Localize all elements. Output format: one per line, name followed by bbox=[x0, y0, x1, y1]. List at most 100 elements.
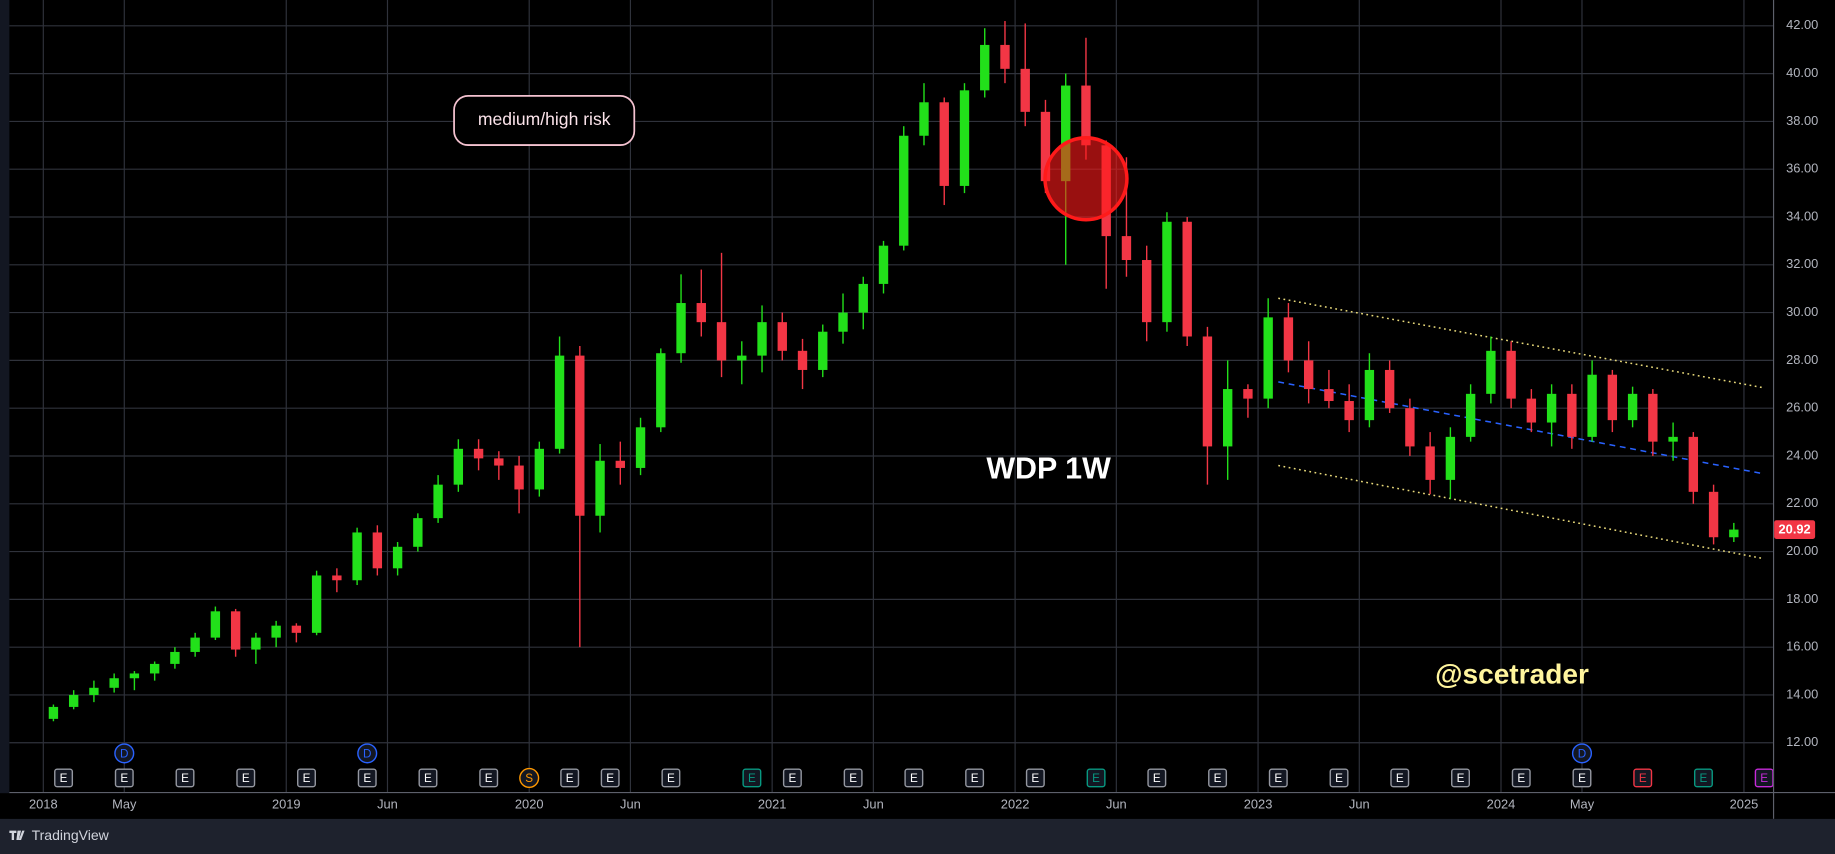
event-marker bbox=[175, 768, 195, 788]
candle-body bbox=[1223, 389, 1233, 447]
event-label: E bbox=[1396, 772, 1404, 785]
candle-body bbox=[251, 637, 261, 650]
event-marker bbox=[1147, 768, 1167, 788]
event-label: E bbox=[1700, 772, 1708, 785]
candle-body bbox=[1526, 398, 1537, 423]
candle-body bbox=[1344, 401, 1354, 421]
event-label: D bbox=[363, 748, 371, 761]
event-label: E bbox=[242, 772, 250, 785]
x-tick-label: Jun bbox=[1106, 796, 1127, 811]
candle-body bbox=[899, 135, 909, 246]
candle-body bbox=[939, 102, 949, 186]
event-label: E bbox=[1335, 772, 1343, 785]
event-marker bbox=[1390, 768, 1410, 788]
event-label: E bbox=[1031, 772, 1039, 785]
candle-body bbox=[109, 678, 119, 688]
event-label: E bbox=[181, 772, 189, 785]
event-label: E bbox=[788, 772, 796, 785]
event-label: D bbox=[1578, 748, 1586, 761]
candle-body bbox=[676, 303, 686, 354]
candle-body bbox=[656, 353, 666, 428]
event-marker bbox=[1025, 768, 1045, 788]
candle-body bbox=[1465, 393, 1476, 437]
event-marker bbox=[1572, 768, 1592, 788]
candle-body bbox=[1162, 221, 1172, 323]
candle-body bbox=[1668, 436, 1678, 442]
event-label: E bbox=[1214, 772, 1222, 785]
candle-body bbox=[1546, 393, 1557, 423]
event-label: S bbox=[525, 772, 533, 785]
event-label: E bbox=[303, 772, 311, 785]
event-marker bbox=[54, 768, 74, 788]
candle-body bbox=[1121, 236, 1132, 261]
candle-body bbox=[797, 350, 808, 370]
event-marker bbox=[661, 768, 681, 788]
candle-body bbox=[1506, 350, 1516, 399]
x-tick-label: 2021 bbox=[758, 796, 787, 811]
y-tick-label: 16.00 bbox=[1786, 639, 1818, 654]
y-tick-label: 24.00 bbox=[1786, 447, 1818, 462]
event-label: E bbox=[971, 772, 979, 785]
candle-body bbox=[838, 312, 848, 332]
footer-bar bbox=[0, 818, 1835, 854]
candle-body bbox=[1384, 369, 1395, 409]
event-label: E bbox=[1092, 772, 1100, 785]
x-tick-label: 2020 bbox=[515, 796, 544, 811]
candle-body bbox=[68, 694, 79, 707]
event-marker bbox=[114, 768, 134, 788]
candle-body bbox=[1263, 317, 1273, 399]
event-marker bbox=[965, 768, 985, 788]
candle-body bbox=[332, 575, 342, 581]
event-marker bbox=[1329, 768, 1349, 788]
author: @scetrader bbox=[1435, 659, 1589, 690]
event-marker bbox=[1511, 768, 1531, 788]
event-label: E bbox=[849, 772, 857, 785]
event-marker bbox=[114, 743, 135, 764]
candle-body bbox=[1729, 529, 1739, 538]
event-label: E bbox=[120, 772, 128, 785]
candle-body bbox=[473, 448, 484, 459]
event-marker bbox=[843, 768, 863, 788]
y-tick-label: 40.00 bbox=[1786, 65, 1818, 80]
y-tick-label: 42.00 bbox=[1786, 17, 1818, 32]
candle-body bbox=[352, 532, 362, 581]
candle-body bbox=[575, 355, 585, 516]
candle-body bbox=[1486, 350, 1496, 394]
x-tick-label: 2018 bbox=[29, 796, 58, 811]
event-marker bbox=[357, 743, 378, 764]
candle-body bbox=[615, 460, 625, 468]
candle-body bbox=[48, 706, 59, 719]
event-marker bbox=[742, 768, 762, 788]
candle-body bbox=[1425, 446, 1435, 480]
y-tick-label: 22.00 bbox=[1786, 495, 1818, 510]
candle-body bbox=[534, 448, 545, 490]
candle-body bbox=[1648, 393, 1658, 442]
candle-body bbox=[1202, 336, 1213, 447]
x-tick-label: 2023 bbox=[1244, 796, 1273, 811]
event-marker bbox=[1208, 768, 1228, 788]
trendline bbox=[1278, 297, 1765, 389]
y-tick-label: 20.00 bbox=[1786, 543, 1818, 558]
brand-logo bbox=[9, 830, 25, 840]
candle-body bbox=[980, 44, 990, 91]
candle-body bbox=[1283, 317, 1294, 361]
y-tick-label: 32.00 bbox=[1786, 256, 1818, 271]
candle-body bbox=[1688, 436, 1699, 492]
candle-body bbox=[413, 518, 423, 547]
event-label: E bbox=[485, 772, 493, 785]
candle-body bbox=[170, 651, 180, 664]
event-label: E bbox=[1639, 772, 1647, 785]
candle-body bbox=[595, 460, 605, 516]
event-label: E bbox=[1457, 772, 1465, 785]
candle-body bbox=[959, 90, 970, 186]
event-marker bbox=[1086, 768, 1106, 788]
candle-body bbox=[392, 546, 403, 569]
event-marker bbox=[418, 768, 438, 788]
candle-body bbox=[1587, 374, 1597, 437]
event-label: E bbox=[363, 772, 371, 785]
event-label: E bbox=[1517, 772, 1525, 785]
event-marker bbox=[1571, 743, 1593, 764]
left-edge bbox=[0, 0, 10, 819]
event-label: E bbox=[1153, 772, 1161, 785]
y-tick-label: 14.00 bbox=[1786, 686, 1818, 701]
